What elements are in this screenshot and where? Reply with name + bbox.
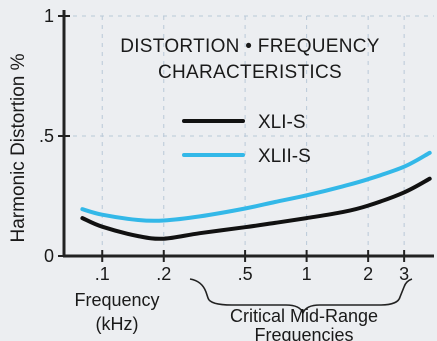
x-tick-label: .2 — [156, 264, 171, 284]
annotation-line-2: Frequencies — [254, 325, 353, 341]
x-tick-label: 1 — [302, 264, 312, 284]
chart-title-line-2: CHARACTERISTICS — [158, 62, 342, 83]
x-tick-label: 2 — [363, 264, 373, 284]
series-line-xlii-s — [80, 150, 432, 223]
y-tick-label: 0 — [44, 246, 54, 266]
axes — [62, 10, 434, 258]
mid-range-bracket — [189, 278, 413, 316]
chart-title-line-1: DISTORTION • FREQUENCY — [120, 36, 380, 57]
legend-label-xli-s: XLI-S — [258, 112, 306, 133]
y-axis-label: Harmonic Distortion % — [8, 53, 29, 242]
legend: XLI-S XLII-S — [182, 112, 311, 167]
x-axis-label-line-1: Frequency — [74, 290, 159, 310]
x-tick-label: 3 — [399, 264, 409, 284]
y-tick-label: 1 — [44, 6, 54, 26]
annotation-line-1: Critical Mid-Range — [230, 306, 378, 326]
grid — [64, 15, 434, 256]
x-tick-label: .1 — [95, 264, 110, 284]
series-line-xli-s — [80, 176, 432, 241]
legend-label-xlii-s: XLII-S — [258, 146, 311, 167]
x-tick-label: .5 — [238, 264, 253, 284]
series-layer — [80, 150, 432, 241]
x-axis-label-line-2: (kHz) — [96, 314, 139, 334]
y-tick-label: .5 — [39, 126, 54, 146]
tick-layer: .1 .2 .5 1 2 3 0 .5 1 — [39, 6, 409, 284]
